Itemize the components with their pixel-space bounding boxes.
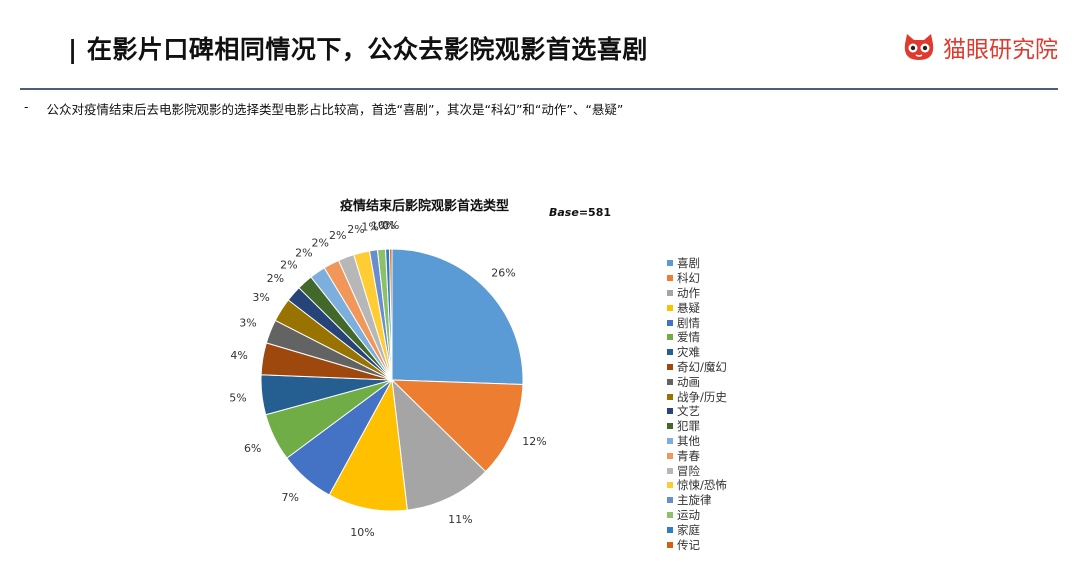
pie-slice [391,248,524,385]
legend-item: 战争/历史 [667,389,727,404]
legend-item: 动作 [667,286,727,301]
legend-swatch [667,467,673,474]
legend-item: 奇幻/魔幻 [667,360,727,375]
legend-item: 悬疑 [667,300,727,315]
legend-swatch [667,482,673,489]
legend-label: 文艺 [677,404,700,419]
legend-label: 喜剧 [677,256,700,271]
pie-data-label: 11% [448,513,472,526]
legend-item: 动画 [667,374,727,389]
legend-label: 主旋律 [677,493,712,508]
pie-data-label: 7% [282,491,299,504]
pie-data-label: 0% [378,219,395,232]
legend-item: 运动 [667,508,727,523]
pie-data-label: 2% [312,237,329,250]
pie-data-label: 26% [491,266,515,279]
legend-item: 惊悚/恐怖 [667,478,727,493]
legend-swatch [667,363,673,370]
legend-item: 其他 [667,434,727,449]
legend-swatch [667,275,673,282]
pie-data-label: 2% [280,258,297,271]
pie-data-label: 10% [350,526,374,539]
legend-swatch [667,304,673,311]
legend-label: 灾难 [677,345,700,360]
chart-title: 疫情结束后影院观影首选类型 [340,199,510,214]
legend-item: 科幻 [667,271,727,286]
page-title: | 在影片口碑相同情况下，公众去影院观影首选喜剧 [68,35,648,64]
legend-swatch [667,334,673,341]
legend-label: 犯罪 [677,419,700,434]
pie-data-label: 12% [522,435,546,448]
legend-item: 文艺 [667,404,727,419]
legend-label: 战争/历史 [677,389,727,404]
legend-swatch [667,452,673,459]
pie-data-label: 5% [229,392,246,405]
legend-label: 运动 [677,507,700,522]
legend-item: 喜剧 [667,256,727,271]
legend-label: 家庭 [677,522,700,537]
legend-item: 犯罪 [667,419,727,434]
legend-swatch [667,289,673,296]
summary-text: 公众对疫情结束后去电影院观影的选择类型电影占比较高，首选“喜剧”，其次是“科幻”… [46,102,624,117]
pie-data-label: 2% [267,272,284,285]
pie-data-label: 0% [382,219,399,232]
summary-line: - 公众对疫情结束后去电影院观影的选择类型电影占比较高，首选“喜剧”，其次是“科… [24,99,623,118]
chart-base-note: Base=581 [549,206,611,219]
legend-swatch [667,423,673,430]
legend-label: 爱情 [677,330,700,345]
legend-swatch [667,541,673,548]
legend-label: 惊悚/恐怖 [677,478,727,493]
legend-swatch [667,497,673,504]
legend-swatch [667,526,673,533]
header-divider [20,88,1058,90]
pie-data-label: 3% [239,317,256,330]
legend-swatch [667,349,673,356]
legend-item: 主旋律 [667,493,727,508]
pie-data-label: 6% [244,442,261,455]
legend-swatch [667,511,673,518]
legend-item: 传记 [667,537,727,552]
brand-name: 猫眼研究院 [943,37,1058,63]
pie-data-label: 2% [295,247,312,260]
legend-swatch [667,437,673,444]
legend-label: 传记 [677,537,700,552]
legend-swatch [667,408,673,415]
cat-logo-icon [904,34,934,60]
legend-label: 奇幻/魔幻 [677,359,727,374]
legend-label: 其他 [677,433,700,448]
pie-slice [328,378,408,512]
legend-label: 科幻 [677,271,700,286]
legend-label: 剧情 [677,315,700,330]
legend-swatch [667,260,673,267]
pie-data-label: 3% [252,291,269,304]
base-value: =581 [578,206,612,219]
legend-swatch [667,378,673,385]
legend-item: 剧情 [667,315,727,330]
legend-label: 动画 [677,374,700,389]
pie-slice [390,379,524,473]
pie-data-label: 4% [230,349,247,362]
legend-label: 冒险 [677,463,700,478]
chart-legend: 喜剧 科幻 动作 悬疑 剧情 爱情 灾难 奇幻/魔幻 动画 战争/历史 文艺 犯罪 其他 青春 冒险 惊悚/恐… [667,256,727,552]
pie-slice [389,248,393,381]
legend-label: 动作 [677,286,700,300]
legend-item: 爱情 [667,330,727,345]
brand-logo: 猫眼研究院 [902,30,1058,64]
legend-label: 青春 [677,448,700,463]
base-label: Base [549,206,579,219]
pie-data-label: 2% [329,229,346,242]
legend-item: 灾难 [667,345,727,360]
summary-bullet: - [24,99,29,114]
legend-item: 冒险 [667,463,727,478]
legend-swatch [667,393,673,400]
legend-swatch [667,319,673,326]
pie-data-label: 1% [361,221,378,234]
legend-label: 悬疑 [677,300,700,315]
pie-slice [391,378,487,511]
pie-data-label: 2% [347,223,364,236]
legend-item: 家庭 [667,522,727,537]
pie-data-label: 1% [371,219,388,232]
legend-item: 青春 [667,448,727,463]
